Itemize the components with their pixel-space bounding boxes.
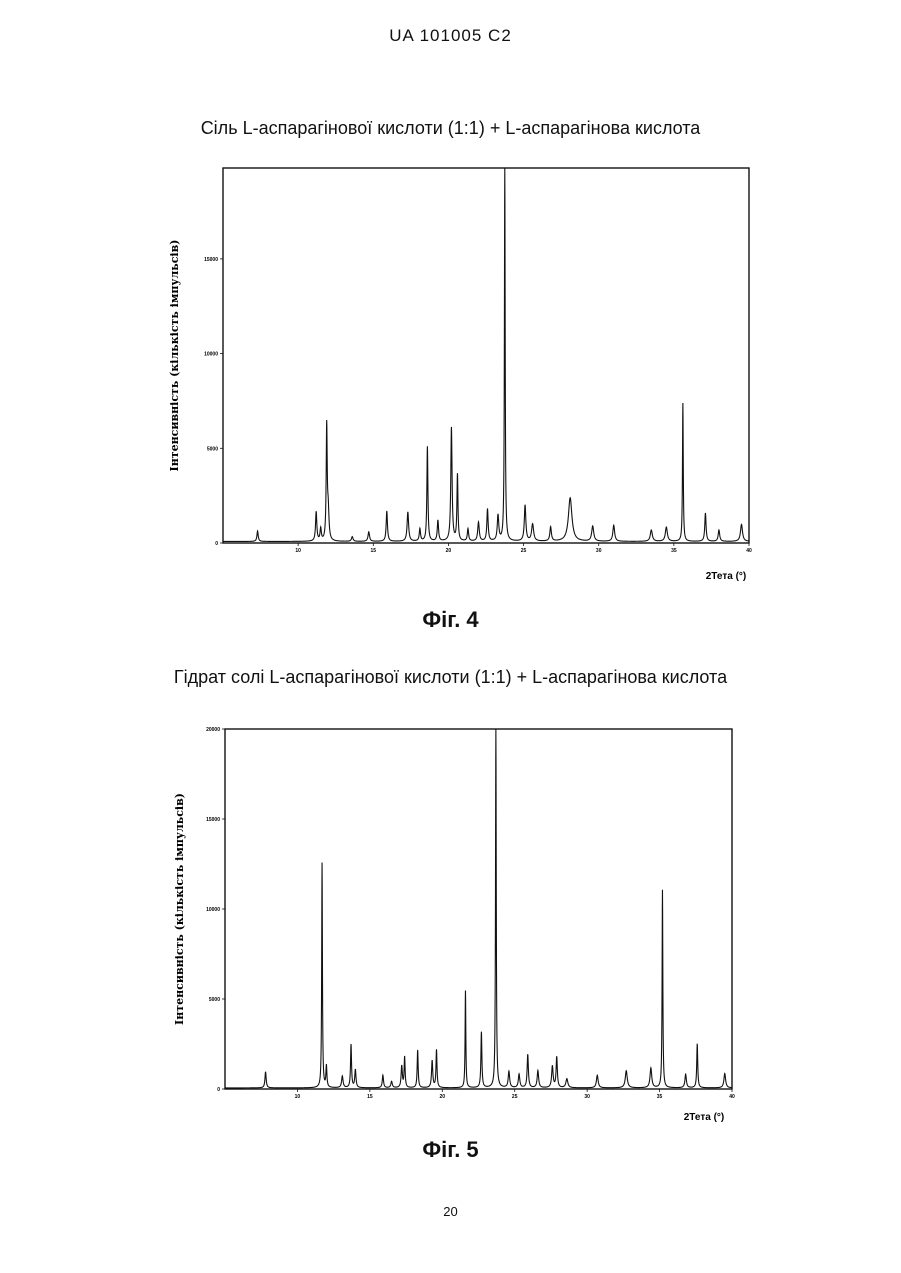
page-number: 20 xyxy=(0,1204,901,1219)
y-axis-label: Інтенсивність (кількість імпульсів) xyxy=(173,793,186,1025)
x-tick-label: 25 xyxy=(512,1094,518,1100)
chart-2-title: Гідрат солі L-аспарагінової кислоти (1:1… xyxy=(0,667,901,688)
y-tick-label: 15000 xyxy=(204,257,218,263)
plot-frame xyxy=(223,168,749,543)
x-tick-label: 30 xyxy=(596,548,602,554)
y-tick-label: 5000 xyxy=(207,446,218,452)
x-tick-label: 40 xyxy=(729,1094,735,1100)
patent-header: UA 101005 C2 xyxy=(0,26,901,46)
y-tick-label: 20000 xyxy=(206,727,220,733)
chart-2: 10 15 20 25 30 35 40 0 5000 10000 15000 20000 Інтенс… xyxy=(0,710,901,1170)
x-tick-label: 15 xyxy=(367,1094,373,1100)
x-tick-label: 30 xyxy=(584,1094,590,1100)
figure-4-caption: Фіг. 4 xyxy=(0,607,901,633)
x-tick-label: 10 xyxy=(295,548,301,554)
plot-frame xyxy=(225,729,732,1089)
y-tick-label: 15000 xyxy=(206,817,220,823)
diffraction-line xyxy=(223,168,749,541)
y-tick-label: 0 xyxy=(217,1087,220,1093)
y-tick-label: 0 xyxy=(215,541,218,547)
chart-1-title: Сіль L-аспарагінової кислоти (1:1) + L-а… xyxy=(0,118,901,139)
x-tick-label: 40 xyxy=(746,548,752,554)
chart-1: 10 15 20 25 30 35 40 0 5000 10000 15000 Інтенсивніс… xyxy=(0,150,901,630)
x-tick-label: 25 xyxy=(521,548,527,554)
y-tick-label: 5000 xyxy=(209,997,220,1003)
diffraction-line xyxy=(225,729,732,1088)
x-tick-label: 10 xyxy=(295,1094,301,1100)
y-tick-label: 10000 xyxy=(206,907,220,913)
x-axis-label: 2Тета (°) xyxy=(706,571,747,582)
x-axis-label: 2Тета (°) xyxy=(684,1112,725,1123)
y-axis-label: Інтенсивність (кількість імпульсів) xyxy=(168,240,181,472)
x-tick-label: 35 xyxy=(671,548,677,554)
x-tick-label: 20 xyxy=(446,548,452,554)
x-tick-label: 20 xyxy=(440,1094,446,1100)
y-tick-label: 10000 xyxy=(204,352,218,358)
figure-5-caption: Фіг. 5 xyxy=(0,1137,901,1163)
x-tick-label: 15 xyxy=(371,548,377,554)
x-tick-label: 35 xyxy=(657,1094,663,1100)
